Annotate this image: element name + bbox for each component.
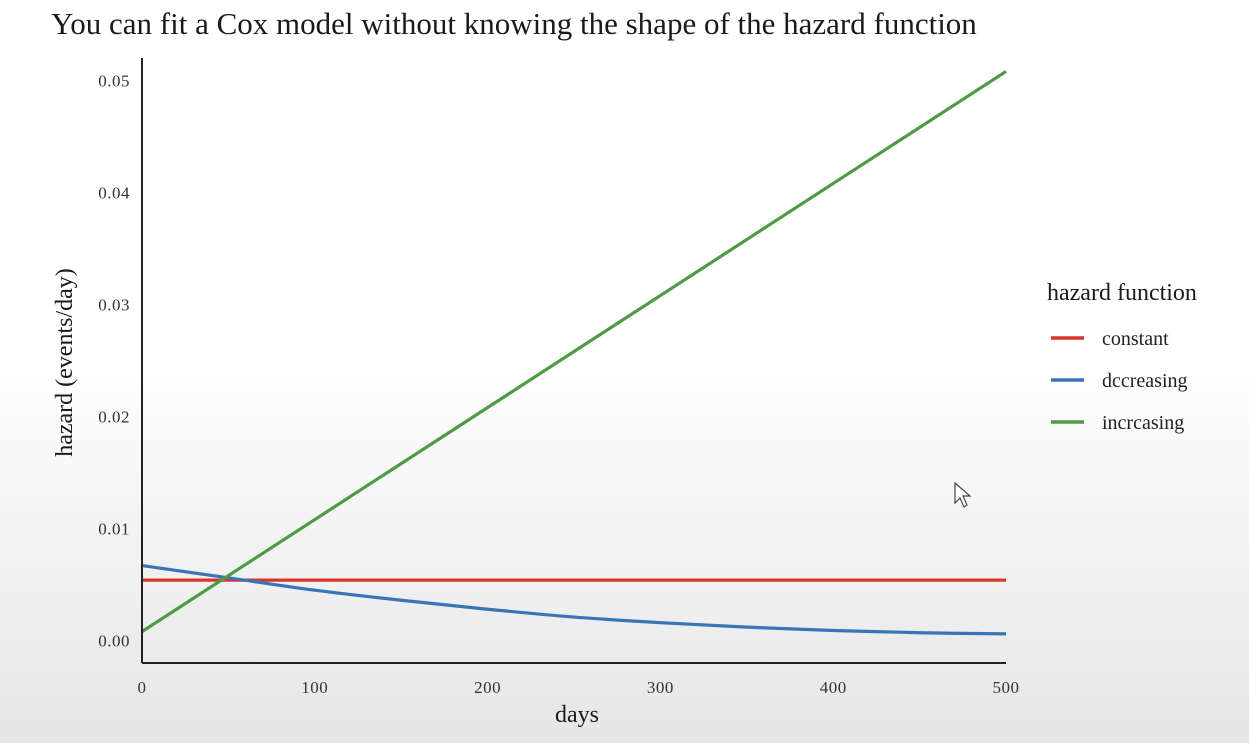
x-tick-label: 300: [647, 678, 674, 697]
x-tick-label: 0: [138, 678, 147, 697]
legend-label-increasing: incrcasing: [1102, 412, 1184, 434]
x-tick-label: 200: [474, 678, 501, 697]
y-tick-label: 0.01: [98, 520, 130, 539]
chart-title: You can fit a Cox model without knowing …: [51, 6, 977, 41]
y-tick-label: 0.03: [98, 295, 130, 314]
legend-label-decreasing: dccreasing: [1102, 370, 1188, 392]
x-tick-label: 100: [301, 678, 328, 697]
plot-area: [141, 70, 1007, 636]
series-line-decreasing: [141, 563, 1007, 636]
y-tick-label: 0.05: [98, 71, 130, 90]
y-tick-label: 0.00: [98, 632, 130, 651]
legend-label-constant: constant: [1102, 328, 1169, 350]
series-line-increasing: [141, 70, 1007, 633]
x-axis-title: days: [555, 702, 599, 728]
x-tick-label: 400: [820, 678, 847, 697]
legend-title: hazard function: [1047, 280, 1197, 306]
y-axis-title: hazard (events/day): [52, 268, 78, 457]
axes: 0 100 200 300 400 500 0.00 0.01 0.02 0.03 0.04 0.05…: [52, 58, 1020, 728]
y-tick-label: 0.02: [98, 408, 130, 427]
y-tick-label: 0.04: [98, 183, 130, 202]
pointer-cursor-icon: [954, 481, 972, 508]
x-tick-label: 500: [993, 678, 1020, 697]
legend: hazard function constant dccreasing incrcas…: [1047, 280, 1197, 434]
